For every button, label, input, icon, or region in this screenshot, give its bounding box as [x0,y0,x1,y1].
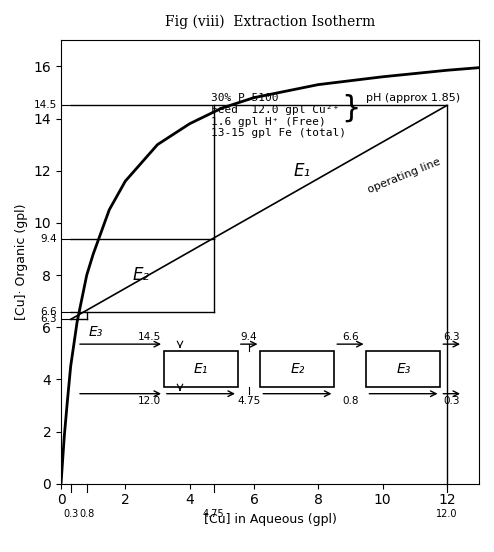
Text: pH (approx 1.85): pH (approx 1.85) [366,93,460,103]
X-axis label: [Cu] in Aqueous (gpl): [Cu] in Aqueous (gpl) [204,513,336,526]
Title: Fig (viii)  Extraction Isotherm: Fig (viii) Extraction Isotherm [165,15,375,29]
Text: 6.3: 6.3 [40,314,57,325]
Bar [164,351,238,387]
Text: 9.4: 9.4 [241,332,257,342]
Text: E₂: E₂ [133,266,150,284]
Text: 6.6: 6.6 [342,332,359,342]
Text: 12.0: 12.0 [137,396,161,406]
Text: 0.3: 0.3 [63,509,78,519]
Text: E₁: E₁ [194,362,208,376]
Text: E₃: E₃ [88,325,103,338]
Text: 4.75: 4.75 [203,509,225,519]
Text: 14.5: 14.5 [34,100,57,110]
Text: E₂: E₂ [290,362,304,376]
Text: 9.4: 9.4 [40,233,57,243]
Bar [260,351,334,387]
Text: 12.0: 12.0 [436,509,457,519]
Bar [367,351,441,387]
Text: 0.3: 0.3 [444,396,460,406]
Y-axis label: [Cu]· Organic (gpl): [Cu]· Organic (gpl) [15,204,28,320]
Text: 0.8: 0.8 [79,509,94,519]
Text: operating line: operating line [367,157,442,195]
Text: 6.6: 6.6 [40,306,57,316]
Text: 4.75: 4.75 [238,396,261,406]
Text: 0.8: 0.8 [342,396,359,406]
Text: 14.5: 14.5 [137,332,161,342]
Text: E₃: E₃ [396,362,411,376]
Text: E₁: E₁ [293,162,311,180]
Text: 6.3: 6.3 [444,332,460,342]
Text: }: } [341,93,361,123]
Text: 30% P.5100
Feed  12.0 gpl Cu²⁺
1.6 gpl H⁺ (Free)
13-15 gpl Fe (total): 30% P.5100 Feed 12.0 gpl Cu²⁺ 1.6 gpl H⁺… [211,93,346,139]
